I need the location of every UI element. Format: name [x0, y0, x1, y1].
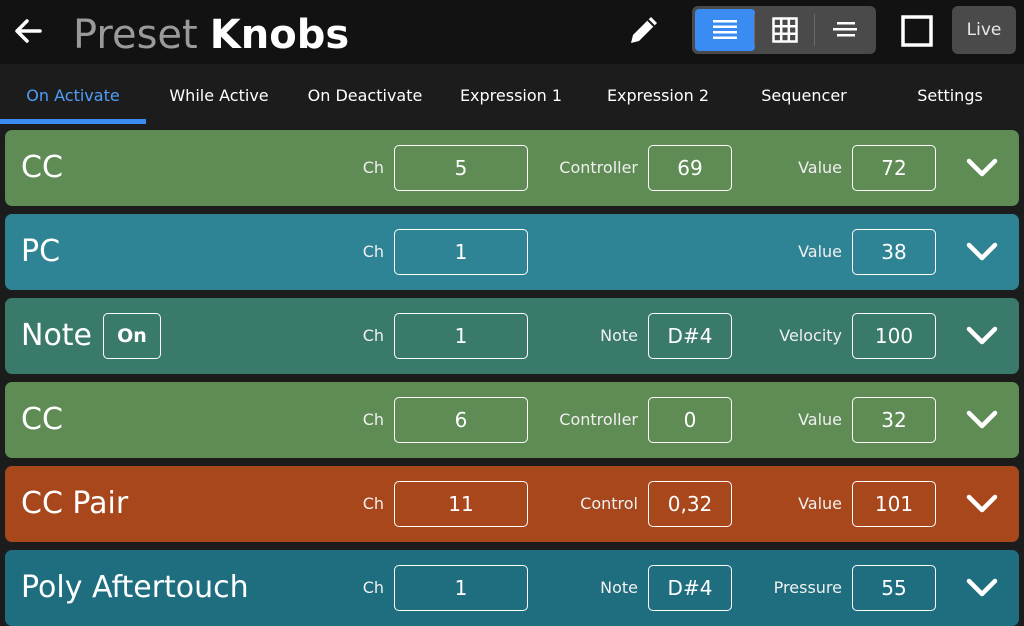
tab-bar: On Activate While Active On Deactivate E…	[0, 64, 1024, 126]
edit-button[interactable]	[624, 10, 664, 50]
channel-label: Ch	[362, 158, 384, 177]
tab-while-active[interactable]: While Active	[169, 85, 269, 105]
value-label: Value	[798, 494, 842, 513]
square-icon	[901, 15, 933, 47]
controller-field[interactable]: 0	[648, 397, 732, 443]
view-divider	[814, 14, 815, 46]
pressure-field[interactable]: 55	[852, 565, 936, 611]
channel-label: Ch	[362, 326, 384, 345]
chevron-down-icon	[966, 242, 998, 261]
channel-label: Ch	[362, 578, 384, 597]
note-on-toggle[interactable]: On	[103, 313, 161, 359]
message-row-poly-aftertouch[interactable]: Poly Aftertouch Ch 1 Note D#4 Pressure 5…	[5, 550, 1019, 626]
chevron-down-icon	[966, 410, 998, 429]
arrow-left-icon	[15, 19, 42, 43]
list-view-button[interactable]	[695, 9, 755, 51]
value-field[interactable]: 38	[852, 229, 936, 275]
message-type: CC	[21, 402, 63, 437]
value-field[interactable]: 32	[852, 397, 936, 443]
channel-label: Ch	[362, 242, 384, 261]
controller-field[interactable]: 69	[648, 145, 732, 191]
expand-button[interactable]	[962, 320, 1002, 352]
velocity-label: Velocity	[779, 326, 842, 345]
pressure-label: Pressure	[773, 578, 842, 597]
app-header: Preset Knobs	[0, 0, 1024, 64]
message-row-note[interactable]: Note On Ch 1 Note D#4 Velocity 100	[5, 298, 1019, 374]
page-title: Preset Knobs	[73, 10, 349, 60]
channel-field[interactable]: 6	[394, 397, 528, 443]
channel-field[interactable]: 1	[394, 229, 528, 275]
channel-field[interactable]: 5	[394, 145, 528, 191]
expand-button[interactable]	[962, 404, 1002, 436]
chevron-down-icon	[966, 494, 998, 513]
note-label: Note	[600, 578, 638, 597]
active-tab-indicator	[0, 119, 146, 124]
message-row-cc[interactable]: CC Ch 5 Controller 69 Value 72	[5, 130, 1019, 206]
expand-button[interactable]	[962, 488, 1002, 520]
grid-view-button[interactable]	[755, 9, 815, 51]
value-field[interactable]: 101	[852, 481, 936, 527]
title-prefix: Preset	[73, 12, 198, 58]
tab-expression-1[interactable]: Expression 1	[459, 85, 563, 105]
note-field[interactable]: D#4	[648, 313, 732, 359]
value-label: Value	[798, 158, 842, 177]
view-mode-toggle	[692, 6, 876, 54]
message-type: CC Pair	[21, 486, 129, 521]
value-label: Value	[798, 410, 842, 429]
stop-button[interactable]	[898, 12, 936, 50]
control-field[interactable]: 0,32	[648, 481, 732, 527]
expand-button[interactable]	[962, 152, 1002, 184]
compact-list-icon	[833, 22, 857, 37]
tab-on-activate[interactable]: On Activate	[26, 85, 120, 105]
controller-label: Controller	[559, 158, 638, 177]
value-field[interactable]: 72	[852, 145, 936, 191]
channel-field[interactable]: 1	[394, 313, 528, 359]
tab-sequencer[interactable]: Sequencer	[761, 85, 847, 105]
grid-view-icon	[772, 17, 798, 43]
compact-view-button[interactable]	[815, 9, 875, 51]
preset-name: Knobs	[209, 12, 350, 58]
chevron-down-icon	[966, 158, 998, 177]
message-row-cc-pair[interactable]: CC Pair Ch 11 Control 0,32 Value 101	[5, 466, 1019, 542]
message-type: CC	[21, 150, 63, 185]
chevron-down-icon	[966, 326, 998, 345]
note-label: Note	[600, 326, 638, 345]
back-button[interactable]	[10, 12, 46, 50]
tab-expression-2[interactable]: Expression 2	[606, 85, 710, 105]
channel-field[interactable]: 1	[394, 565, 528, 611]
message-type: PC	[21, 234, 61, 269]
control-label: Control	[580, 494, 638, 513]
value-label: Value	[798, 242, 842, 261]
message-row-cc[interactable]: CC Ch 6 Controller 0 Value 32	[5, 382, 1019, 458]
chevron-down-icon	[966, 578, 998, 597]
expand-button[interactable]	[962, 236, 1002, 268]
tab-on-deactivate[interactable]: On Deactivate	[307, 85, 423, 105]
note-field[interactable]: D#4	[648, 565, 732, 611]
channel-label: Ch	[362, 494, 384, 513]
expand-button[interactable]	[962, 572, 1002, 604]
view-divider	[754, 14, 755, 46]
live-button[interactable]: Live	[952, 6, 1016, 54]
message-row-pc[interactable]: PC Ch 1 Value 38	[5, 214, 1019, 290]
channel-label: Ch	[362, 410, 384, 429]
controller-label: Controller	[559, 410, 638, 429]
list-view-icon	[713, 20, 737, 39]
channel-field[interactable]: 11	[394, 481, 528, 527]
pencil-icon	[631, 17, 657, 43]
tab-settings[interactable]: Settings	[917, 85, 983, 105]
message-type: Poly Aftertouch	[21, 570, 249, 605]
message-type: Note	[21, 318, 93, 353]
velocity-field[interactable]: 100	[852, 313, 936, 359]
